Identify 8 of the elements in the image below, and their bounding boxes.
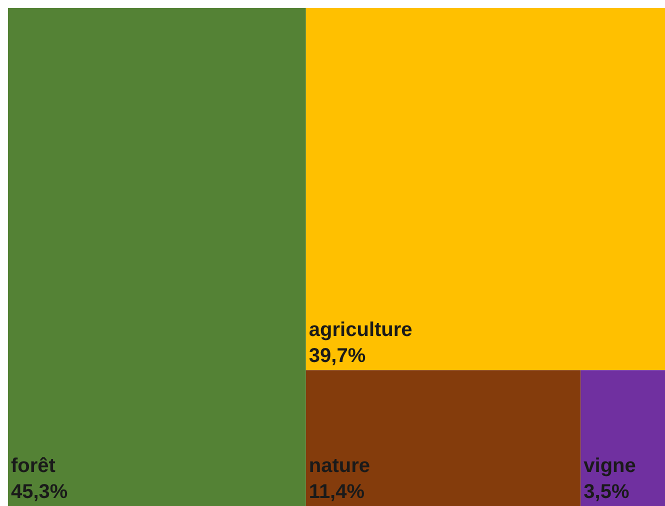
category-label: agriculture [308, 319, 412, 342]
data-label: 3,5% [584, 481, 630, 503]
category-label: forêt [11, 455, 56, 477]
category-label: vigne [584, 455, 636, 477]
data-label: 45,3% [11, 481, 68, 503]
category-label: nature [308, 455, 370, 477]
data-label: 39,7% [308, 345, 366, 368]
data-label: 11,4% [308, 481, 365, 503]
